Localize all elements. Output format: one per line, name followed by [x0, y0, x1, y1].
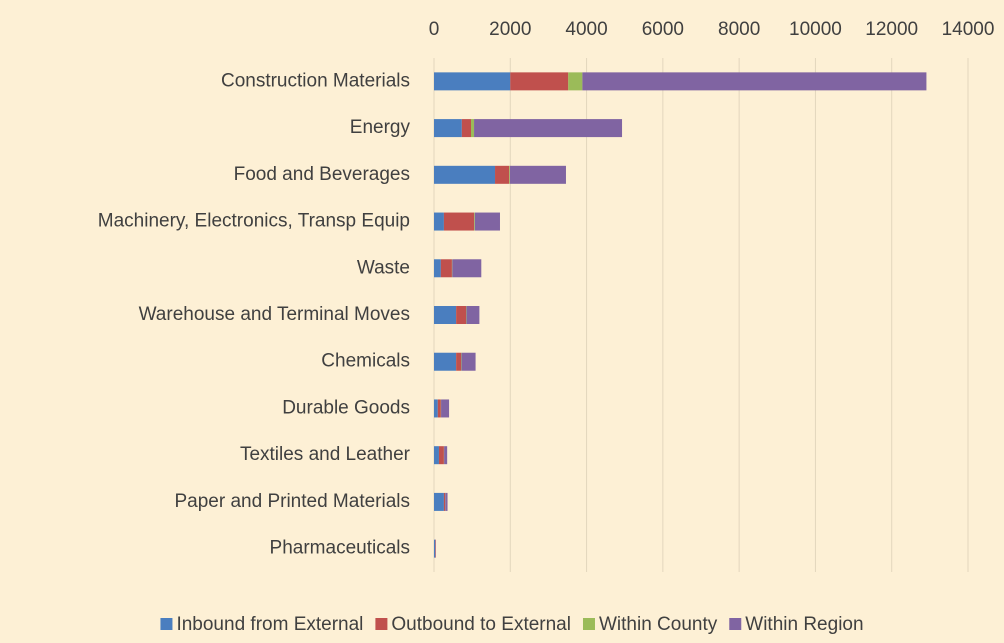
bar-segment	[462, 119, 471, 137]
x-tick-label: 0	[429, 19, 440, 40]
bar-segment	[582, 72, 926, 90]
x-tick-label: 6000	[642, 19, 684, 40]
y-tick-label: Paper and Printed Materials	[174, 491, 410, 512]
bar-segment	[434, 213, 444, 231]
bar-segment	[444, 446, 447, 464]
bar-segment	[441, 259, 452, 277]
legend-label: Inbound from External	[176, 614, 363, 635]
bar-segment	[509, 166, 510, 184]
legend-label: Within County	[599, 614, 718, 635]
y-tick-label: Textiles and Leather	[240, 444, 411, 465]
bar-segment	[510, 166, 566, 184]
bar-segment	[438, 399, 441, 417]
bar-segment	[510, 72, 568, 90]
y-tick-label: Energy	[350, 117, 411, 138]
y-tick-label: Machinery, Electronics, Transp Equip	[98, 211, 410, 232]
bar-segment	[439, 446, 444, 464]
legend-label: Within Region	[745, 614, 863, 635]
bar-segment	[445, 493, 447, 511]
bar-segment	[434, 540, 435, 558]
bar-segment	[434, 353, 456, 371]
legend-label: Outbound to External	[391, 614, 571, 635]
y-tick-label: Chemicals	[321, 351, 410, 372]
legend-swatch	[160, 618, 172, 630]
y-tick-label: Durable Goods	[282, 397, 410, 418]
bar-segment	[568, 72, 582, 90]
bar-segment	[444, 213, 474, 231]
x-tick-label: 12000	[865, 19, 918, 40]
x-tick-label: 2000	[489, 19, 531, 40]
bar-segment	[475, 213, 500, 231]
bar-segment	[434, 72, 510, 90]
bar-segment	[495, 166, 509, 184]
x-tick-label: 4000	[565, 19, 607, 40]
legend: Inbound from External Outbound to Externa…	[160, 614, 863, 635]
y-tick-label: Food and Beverages	[234, 164, 410, 185]
bar-segment	[444, 493, 445, 511]
bar-segment	[434, 493, 444, 511]
bar-segment	[441, 399, 449, 417]
bar-segment	[434, 399, 438, 417]
bar-segment	[474, 119, 622, 137]
bar-segment	[434, 119, 462, 137]
bar-segment	[434, 306, 456, 324]
y-tick-label: Construction Materials	[221, 70, 410, 91]
bar-segment	[456, 306, 466, 324]
y-tick-label: Pharmaceuticals	[270, 538, 410, 559]
y-tick-label: Warehouse and Terminal Moves	[139, 304, 410, 325]
bar-segment	[434, 446, 439, 464]
bar-segment	[456, 353, 461, 371]
x-tick-label: 14000	[942, 19, 995, 40]
bar-segment	[471, 119, 474, 137]
x-tick-label: 10000	[789, 19, 842, 40]
legend-swatch	[375, 618, 387, 630]
bar-segment	[466, 306, 479, 324]
x-tick-label: 8000	[718, 19, 760, 40]
bar-segment	[434, 166, 495, 184]
legend-swatch	[729, 618, 741, 630]
bar-segment	[461, 353, 475, 371]
bar-segment	[474, 213, 475, 231]
legend-swatch	[583, 618, 595, 630]
y-tick-label: Waste	[357, 257, 410, 278]
bar-segment	[434, 259, 441, 277]
bar-segment	[452, 259, 481, 277]
